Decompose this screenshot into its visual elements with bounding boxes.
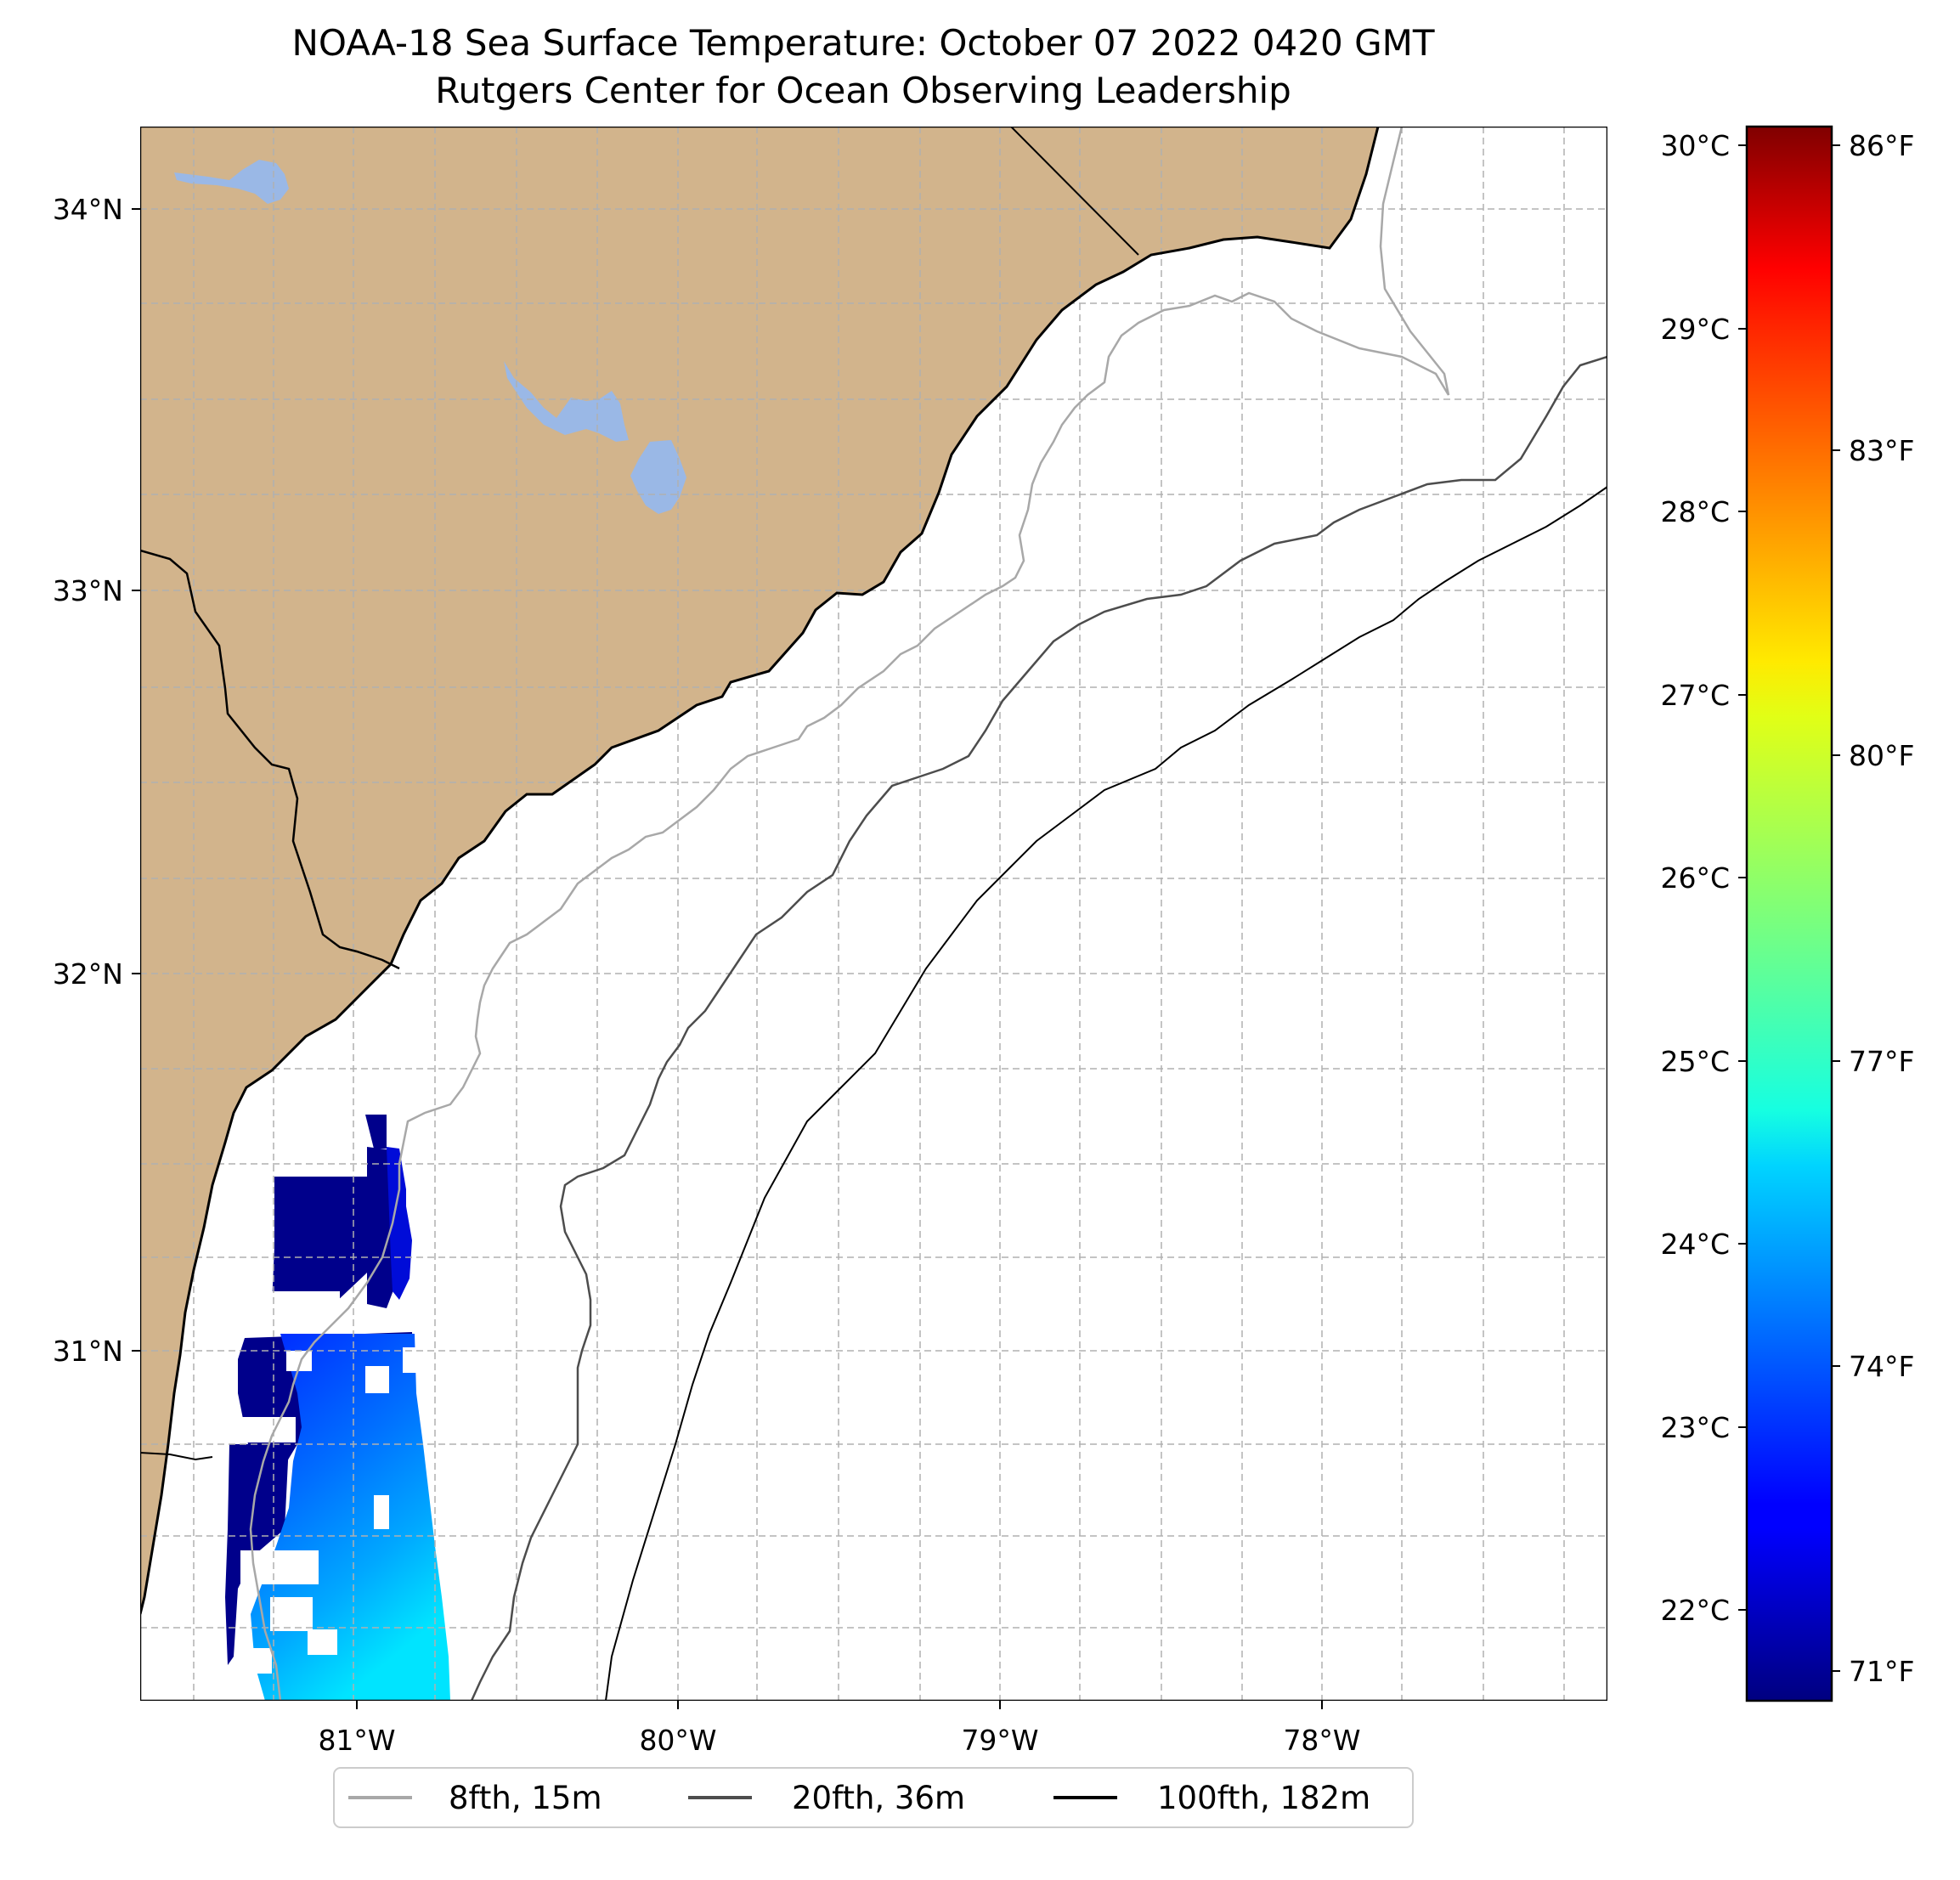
lake-moultrie bbox=[630, 440, 686, 514]
state-border-ga-fl bbox=[140, 1452, 213, 1461]
lon-label: 80°W bbox=[639, 1724, 716, 1757]
lon-label: 78°W bbox=[1283, 1724, 1360, 1757]
gridlines bbox=[140, 127, 1607, 1701]
isobath-8fth bbox=[249, 127, 1450, 1701]
colorbar-celsius-label: 28°C bbox=[1660, 495, 1730, 528]
legend: 8fth, 15m 20fth, 36m 100fth, 182m bbox=[333, 1767, 1414, 1828]
lake-north bbox=[174, 160, 289, 204]
longitude-axis: 81°W 80°W 79°W 78°W bbox=[318, 1701, 1361, 1757]
sst-gap bbox=[270, 1597, 313, 1631]
colorbar: 30°C 29°C 28°C 27°C 26°C 25°C 24°C 23°C … bbox=[1660, 125, 1914, 1702]
legend-box bbox=[333, 1767, 1414, 1828]
sst-gap bbox=[374, 1495, 389, 1529]
sst-gap bbox=[308, 1629, 337, 1655]
colorbar-celsius-label: 26°C bbox=[1660, 861, 1730, 895]
isobath-100fth bbox=[605, 486, 1607, 1701]
colorbar-celsius-label: 24°C bbox=[1660, 1228, 1730, 1261]
colorbar-fahrenheit-label: 77°F bbox=[1849, 1045, 1914, 1078]
colorbar-fahrenheit-label: 71°F bbox=[1849, 1655, 1914, 1688]
colorbar-gradient bbox=[1745, 125, 1833, 1702]
colorbar-celsius-label: 23°C bbox=[1660, 1411, 1730, 1444]
colorbar-celsius-label: 25°C bbox=[1660, 1045, 1730, 1078]
colorbar-celsius-ticks bbox=[1738, 144, 1747, 1611]
sst-cool-edge bbox=[387, 1147, 412, 1300]
latitude-axis: 34°N 33°N 32°N 31°N bbox=[53, 193, 140, 1368]
sst-gap bbox=[238, 1648, 272, 1674]
colorbar-celsius-label: 22°C bbox=[1660, 1594, 1730, 1627]
map-title: NOAA-18 Sea Surface Temperature: October… bbox=[291, 22, 1434, 64]
sst-gap bbox=[365, 1366, 389, 1393]
legend-label-8fth: 8fth, 15m bbox=[449, 1780, 602, 1816]
lat-label: 31°N bbox=[53, 1335, 123, 1368]
lat-label: 33°N bbox=[53, 574, 123, 607]
colorbar-celsius-label: 29°C bbox=[1660, 313, 1730, 346]
isobath-20fth bbox=[470, 355, 1607, 1701]
sst-gap bbox=[255, 1291, 340, 1330]
sst-gap bbox=[240, 1417, 296, 1442]
legend-label-20fth: 20fth, 36m bbox=[792, 1780, 965, 1816]
colorbar-fahrenheit-label: 83°F bbox=[1849, 434, 1914, 467]
land bbox=[140, 127, 1378, 1614]
colorbar-fahrenheit-label: 80°F bbox=[1849, 739, 1914, 772]
colorbar-fahrenheit-label: 86°F bbox=[1849, 129, 1914, 162]
colorbar-celsius-label: 30°C bbox=[1660, 129, 1730, 162]
sst-gap bbox=[403, 1347, 421, 1373]
map-area bbox=[140, 127, 1607, 1701]
colorbar-fahrenheit-label: 74°F bbox=[1849, 1350, 1914, 1383]
lon-label: 79°W bbox=[961, 1724, 1038, 1757]
state-border-sc-ga bbox=[140, 549, 400, 970]
lon-label: 81°W bbox=[318, 1724, 395, 1757]
lake-marion bbox=[504, 361, 629, 442]
lat-label: 34°N bbox=[53, 193, 123, 226]
colorbar-celsius-label: 27°C bbox=[1660, 679, 1730, 712]
map-subtitle: Rutgers Center for Ocean Observing Leade… bbox=[435, 70, 1291, 111]
legend-label-100fth: 100fth, 182m bbox=[1157, 1780, 1370, 1816]
lat-label: 32°N bbox=[53, 957, 123, 991]
coastline bbox=[140, 127, 1380, 1615]
colorbar-fahrenheit-ticks bbox=[1832, 144, 1840, 1672]
state-border-nc-sc bbox=[1010, 127, 1139, 256]
